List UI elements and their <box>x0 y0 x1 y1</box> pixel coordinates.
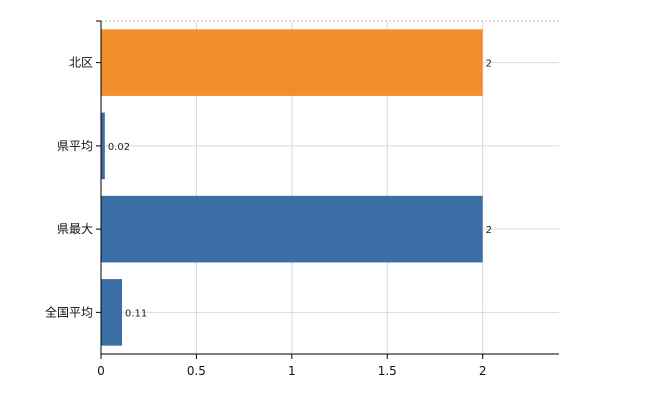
x-tick-label: 1 <box>288 364 296 378</box>
category-label: 全国平均 <box>45 304 93 319</box>
bar <box>101 29 483 96</box>
x-tick-label: 0 <box>97 364 105 378</box>
axes <box>100 21 559 355</box>
x-tick-label: 2 <box>479 364 487 378</box>
labels: 0 0.5 1 1.5 2 2 北区 0.02 県平均 2 県最大 0.11 全国平均 <box>45 56 492 378</box>
x-tick-label: 1.5 <box>378 364 397 378</box>
bar <box>101 112 105 180</box>
x-tick-label: 0.5 <box>187 364 206 378</box>
category-label: 県平均 <box>57 139 93 153</box>
data-label: 2 <box>486 59 492 70</box>
bars <box>101 29 483 346</box>
data-label: 0.11 <box>125 308 147 319</box>
category-label: 北区 <box>69 56 93 70</box>
data-label: 0.02 <box>108 142 130 153</box>
data-label: 2 <box>486 225 492 236</box>
category-label: 県最大 <box>57 222 93 236</box>
bar <box>101 195 483 263</box>
bar <box>101 279 122 346</box>
